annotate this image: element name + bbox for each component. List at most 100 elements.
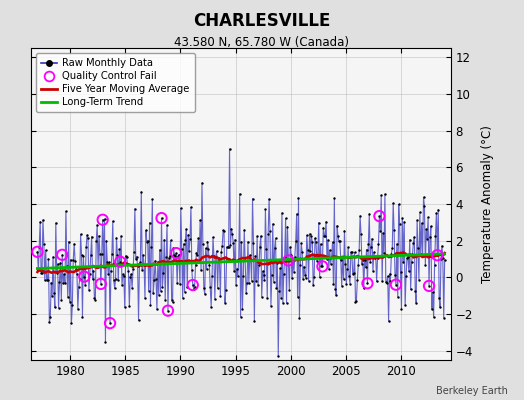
Point bbox=[64, 238, 73, 245]
Point bbox=[157, 215, 166, 221]
Point bbox=[340, 276, 348, 282]
Point bbox=[126, 274, 135, 280]
Point bbox=[362, 264, 370, 271]
Point bbox=[164, 308, 172, 314]
Point bbox=[209, 234, 217, 240]
Point bbox=[173, 280, 181, 286]
Point bbox=[292, 211, 301, 217]
Point bbox=[89, 267, 97, 274]
Point bbox=[313, 258, 321, 264]
Point bbox=[241, 257, 249, 263]
Point bbox=[280, 270, 288, 277]
Point bbox=[193, 252, 202, 258]
Point bbox=[416, 209, 424, 216]
Point bbox=[117, 233, 125, 239]
Point bbox=[406, 236, 414, 243]
Point bbox=[325, 247, 334, 254]
Point bbox=[441, 257, 449, 263]
Point bbox=[275, 288, 283, 294]
Point bbox=[328, 254, 336, 260]
Point bbox=[357, 231, 365, 237]
Point bbox=[262, 246, 270, 252]
Point bbox=[202, 266, 211, 272]
Point bbox=[60, 271, 68, 278]
Point bbox=[92, 238, 101, 244]
Point bbox=[239, 272, 247, 279]
Point bbox=[430, 262, 439, 268]
Point bbox=[428, 306, 436, 312]
Point bbox=[195, 259, 203, 266]
Point bbox=[132, 256, 140, 262]
Point bbox=[183, 284, 191, 290]
Point bbox=[281, 215, 290, 222]
Point bbox=[102, 238, 111, 244]
Point bbox=[295, 315, 303, 321]
Point bbox=[81, 282, 90, 288]
Point bbox=[437, 256, 445, 262]
Point bbox=[378, 278, 386, 284]
Point bbox=[206, 284, 214, 290]
Point bbox=[200, 285, 208, 291]
Point bbox=[224, 244, 233, 250]
Point bbox=[130, 206, 139, 212]
Point bbox=[84, 235, 92, 241]
Point bbox=[59, 280, 68, 287]
Point bbox=[329, 239, 337, 246]
Point bbox=[54, 304, 63, 311]
Point bbox=[44, 256, 52, 262]
Point bbox=[113, 252, 122, 258]
Point bbox=[127, 271, 135, 278]
Point bbox=[250, 318, 258, 324]
Point bbox=[273, 260, 281, 266]
Point bbox=[283, 224, 292, 230]
Point bbox=[168, 299, 177, 305]
Point bbox=[318, 263, 326, 270]
Point bbox=[51, 220, 60, 226]
Point bbox=[96, 251, 104, 258]
Point bbox=[298, 249, 307, 255]
Point bbox=[156, 288, 165, 294]
Point bbox=[320, 232, 329, 239]
Point bbox=[52, 269, 61, 276]
Point bbox=[373, 278, 381, 285]
Point bbox=[368, 235, 376, 242]
Point bbox=[407, 259, 416, 265]
Point bbox=[141, 295, 149, 302]
Point bbox=[100, 263, 108, 269]
Point bbox=[139, 252, 147, 258]
Point bbox=[179, 241, 188, 247]
Point bbox=[384, 273, 392, 279]
Point bbox=[270, 245, 279, 251]
Point bbox=[56, 260, 64, 266]
Point bbox=[159, 270, 168, 276]
Point bbox=[421, 262, 430, 268]
Point bbox=[432, 210, 441, 216]
Point bbox=[78, 252, 86, 258]
Point bbox=[212, 254, 220, 260]
Point bbox=[333, 222, 341, 229]
Point bbox=[366, 259, 374, 265]
Point bbox=[165, 255, 173, 261]
Point bbox=[319, 224, 328, 231]
Point bbox=[107, 268, 115, 274]
Point bbox=[394, 294, 402, 300]
Point bbox=[225, 146, 234, 152]
Point bbox=[379, 230, 387, 236]
Point bbox=[431, 233, 440, 240]
Point bbox=[426, 234, 434, 241]
Point bbox=[231, 236, 239, 243]
Point bbox=[182, 226, 191, 232]
Point bbox=[417, 251, 425, 258]
Point bbox=[341, 260, 350, 267]
Point bbox=[375, 213, 384, 219]
Point bbox=[266, 228, 274, 234]
Point bbox=[178, 246, 186, 252]
Point bbox=[430, 314, 438, 320]
Point bbox=[211, 296, 219, 302]
Point bbox=[246, 252, 254, 258]
Point bbox=[257, 293, 266, 300]
Point bbox=[196, 217, 204, 223]
Point bbox=[271, 235, 280, 242]
Point bbox=[42, 277, 51, 283]
Point bbox=[166, 252, 174, 259]
